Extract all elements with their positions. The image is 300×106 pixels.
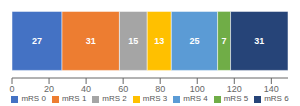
html-text:mRS 3: mRS 3 [142,94,168,103]
svg-text:120: 120 [227,84,242,94]
html-text:mRS 5: mRS 5 [223,94,249,103]
html-text:mRS 1: mRS 1 [61,94,87,103]
html-text:mRS 0: mRS 0 [21,94,46,103]
svg-text:27: 27 [32,36,42,46]
svg-text:7: 7 [222,36,227,46]
svg-text:80: 80 [155,84,165,94]
html-text:mRS 6: mRS 6 [264,94,289,103]
svg-text:140: 140 [264,84,279,94]
svg-text:31: 31 [254,36,264,46]
svg-text:13: 13 [154,36,164,46]
svg-text:20: 20 [44,84,54,94]
svg-text:60: 60 [118,84,128,94]
html-text:mRS 2: mRS 2 [102,94,127,103]
svg-text:0: 0 [9,84,14,94]
svg-text:25: 25 [189,36,199,46]
svg-text:31: 31 [86,36,96,46]
svg-text:40: 40 [81,84,91,94]
html-text:mRS 4: mRS 4 [183,94,208,103]
svg-text:15: 15 [128,36,138,46]
svg-text:100: 100 [190,84,205,94]
